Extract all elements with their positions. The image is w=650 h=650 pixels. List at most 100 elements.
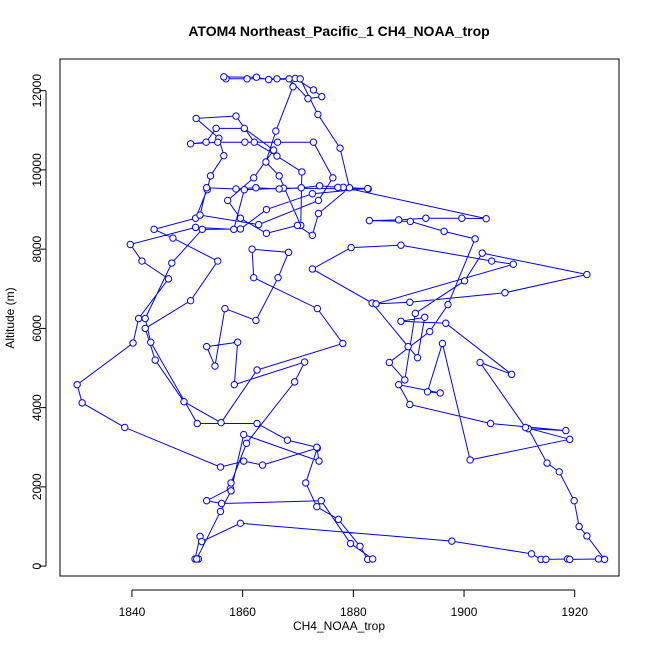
data-point <box>583 270 591 279</box>
data-point <box>164 275 173 283</box>
data-point <box>216 463 225 471</box>
data-point <box>314 110 322 119</box>
data-point <box>486 419 495 428</box>
data-point <box>298 168 306 176</box>
data-point <box>369 555 377 563</box>
data-point <box>347 243 355 252</box>
data-point <box>304 94 312 103</box>
data-point <box>240 124 249 133</box>
data-point <box>275 185 283 193</box>
data-point <box>250 138 258 146</box>
data-point <box>250 174 258 182</box>
data-point <box>476 358 484 367</box>
data-point <box>230 225 238 234</box>
data-point <box>346 539 355 548</box>
data-point <box>313 443 321 451</box>
data-point <box>442 319 450 327</box>
data-point <box>262 229 271 238</box>
data-point <box>507 370 516 379</box>
data-point <box>308 231 317 239</box>
data-point <box>138 257 146 265</box>
data-point <box>421 313 429 322</box>
data-point <box>309 86 318 94</box>
data-point <box>339 339 347 348</box>
data-point <box>196 211 204 219</box>
data-point <box>289 83 297 91</box>
data-point <box>220 73 228 81</box>
data-point <box>240 186 249 194</box>
data-point <box>293 221 302 230</box>
data-point <box>542 555 550 564</box>
data-point <box>273 138 282 146</box>
data-point <box>212 124 220 133</box>
data-point <box>334 515 343 524</box>
data-point <box>269 146 278 154</box>
data-point <box>236 225 245 233</box>
data-point <box>313 304 322 313</box>
data-point <box>406 400 414 409</box>
data-point <box>258 461 267 469</box>
data-point <box>224 196 232 205</box>
data-point <box>296 75 304 83</box>
data-point <box>241 138 249 146</box>
data-point <box>253 419 261 428</box>
data-point <box>186 140 195 148</box>
data-point <box>285 75 293 83</box>
data-point <box>397 241 405 249</box>
x-tick-label: 1920 <box>561 605 588 619</box>
data-point <box>198 225 206 234</box>
data-point <box>290 378 299 386</box>
data-point <box>262 205 271 214</box>
data-point <box>426 327 434 336</box>
data-point <box>317 497 325 505</box>
data-point <box>411 309 420 318</box>
data-point <box>232 185 240 193</box>
data-point <box>248 245 256 253</box>
data-point <box>422 214 430 222</box>
x-axis-label: CH4_NOAA_trop <box>293 619 385 633</box>
data-point <box>365 216 374 225</box>
data-point <box>562 426 570 435</box>
data-point <box>397 317 405 325</box>
y-axis: 0 2000 4000 6000 8000 10000 12000 <box>30 74 47 569</box>
data-point <box>214 138 222 146</box>
data-point <box>555 468 563 476</box>
data-point <box>151 356 159 364</box>
data-point <box>283 436 292 444</box>
data-point <box>147 338 155 346</box>
chart-title: ATOM4 Northeast_Pacific_1 CH4_NOAA_trop <box>188 23 489 39</box>
data-point <box>406 217 415 226</box>
data-point <box>252 73 261 81</box>
data-point <box>254 220 263 229</box>
data-point <box>466 456 474 464</box>
data-point <box>440 227 448 236</box>
data-point <box>197 537 206 546</box>
data-point <box>236 519 245 528</box>
data-point <box>73 380 81 389</box>
plot-frame <box>59 58 620 577</box>
series-layer <box>73 73 609 564</box>
data-point <box>126 240 134 249</box>
data-point <box>329 174 337 182</box>
data-point <box>345 184 354 192</box>
data-point <box>385 358 394 367</box>
data-point <box>488 257 496 265</box>
x-tick-label: 1880 <box>340 605 367 619</box>
data-point <box>444 300 452 309</box>
data-point <box>313 502 321 511</box>
data-point <box>121 423 129 432</box>
data-point <box>314 209 323 218</box>
data-point <box>275 172 283 180</box>
data-point <box>356 542 364 550</box>
data-point <box>401 376 409 384</box>
data-point <box>186 296 195 305</box>
data-point <box>423 388 432 396</box>
data-point <box>308 189 317 198</box>
data-point <box>334 183 342 192</box>
data-point <box>216 507 225 516</box>
data-point <box>575 522 583 531</box>
data-point <box>220 151 228 160</box>
data-point <box>314 196 323 205</box>
data-point <box>438 339 447 348</box>
